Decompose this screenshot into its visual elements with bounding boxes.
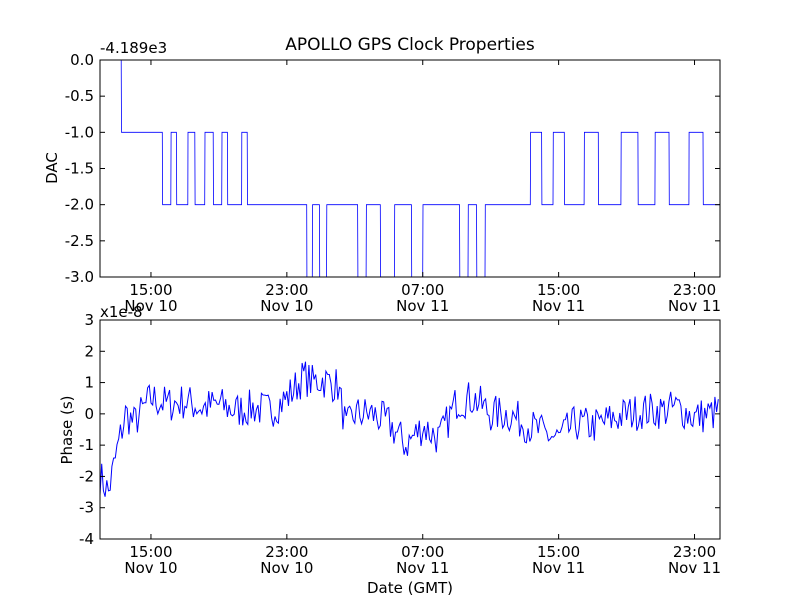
y-tick-label: -4 bbox=[79, 530, 94, 548]
y-tick-label: 3 bbox=[84, 311, 94, 329]
y-tick-label: 2 bbox=[84, 342, 94, 360]
y-tick-label: -1.0 bbox=[65, 123, 94, 141]
x-tick-time-label: 15:00 bbox=[129, 281, 172, 299]
x-tick-time-label: 15:00 bbox=[537, 543, 580, 561]
y-tick-label: -2 bbox=[79, 467, 94, 485]
top-offset-label: -4.189e3 bbox=[100, 39, 167, 57]
x-tick-date-label: Nov 10 bbox=[260, 559, 313, 577]
x-tick-date-label: Nov 10 bbox=[260, 297, 313, 315]
y-tick-label: -0.5 bbox=[65, 87, 94, 105]
x-tick-date-label: Nov 11 bbox=[668, 559, 721, 577]
y-tick-label: -3.0 bbox=[65, 268, 94, 286]
x-tick-time-label: 15:00 bbox=[537, 281, 580, 299]
phase-series-line bbox=[99, 361, 719, 497]
x-tick-time-label: 07:00 bbox=[401, 281, 444, 299]
x-tick-date-label: Nov 11 bbox=[396, 559, 449, 577]
x-tick-time-label: 23:00 bbox=[265, 543, 308, 561]
y-tick-label: -1.5 bbox=[65, 160, 94, 178]
x-tick-date-label: Nov 11 bbox=[396, 297, 449, 315]
x-tick-time-label: 23:00 bbox=[673, 543, 716, 561]
x-tick-date-label: Nov 11 bbox=[532, 559, 585, 577]
x-tick-date-label: Nov 10 bbox=[124, 559, 177, 577]
x-axis-label: Date (GMT) bbox=[367, 579, 453, 597]
y-tick-label: 0.0 bbox=[70, 51, 94, 69]
y-tick-label: -2.0 bbox=[65, 196, 94, 214]
dac-series-line bbox=[100, 59, 720, 278]
x-tick-time-label: 07:00 bbox=[401, 543, 444, 561]
bottom-y-axis-label: Phase (s) bbox=[58, 395, 76, 464]
x-tick-date-label: Nov 11 bbox=[668, 297, 721, 315]
top-y-axis-label: DAC bbox=[43, 152, 61, 184]
x-tick-date-label: Nov 10 bbox=[124, 297, 177, 315]
x-tick-time-label: 15:00 bbox=[129, 543, 172, 561]
y-tick-label: -1 bbox=[79, 436, 94, 454]
y-tick-label: 0 bbox=[84, 405, 94, 423]
x-tick-time-label: 23:00 bbox=[673, 281, 716, 299]
bottom-plot-frame bbox=[99, 319, 721, 540]
y-tick-label: 1 bbox=[84, 374, 94, 392]
y-tick-label: -2.5 bbox=[65, 232, 94, 250]
y-tick-label: -3 bbox=[79, 499, 94, 517]
chart-title: APOLLO GPS Clock Properties bbox=[285, 35, 535, 55]
top-plot-frame bbox=[99, 59, 721, 278]
x-tick-time-label: 23:00 bbox=[265, 281, 308, 299]
bottom-offset-label: x1e-8 bbox=[100, 303, 143, 321]
x-tick-date-label: Nov 11 bbox=[532, 297, 585, 315]
